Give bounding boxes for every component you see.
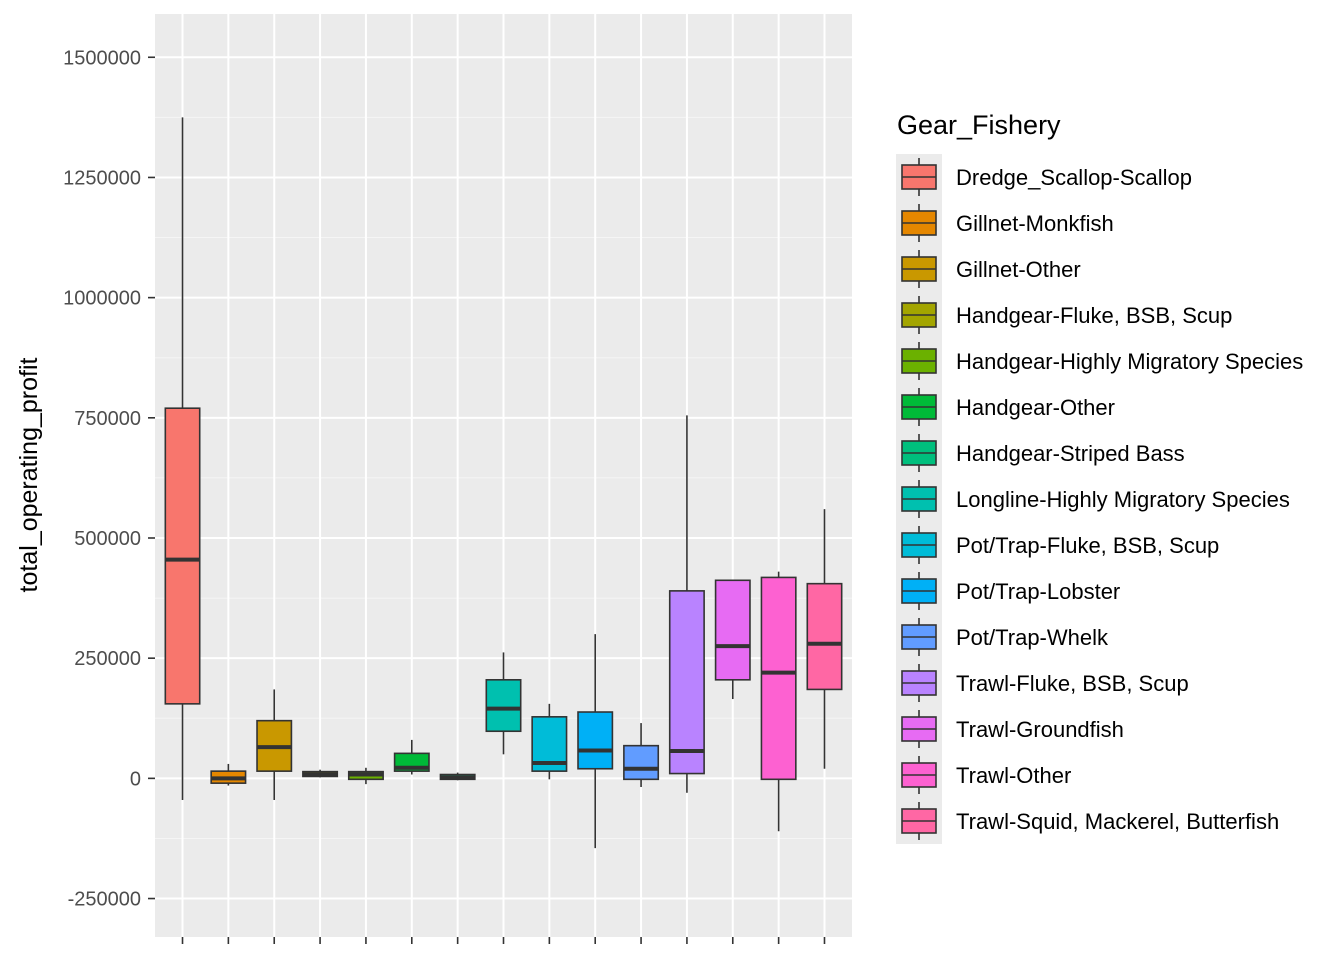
box-1 [164, 117, 201, 800]
box-13 [714, 579, 751, 700]
box-15 [806, 509, 843, 769]
legend-label: Handgear-Highly Migratory Species [956, 349, 1303, 374]
legend-label: Trawl-Fluke, BSB, Scup [956, 671, 1189, 696]
legend-label: Trawl-Other [956, 763, 1071, 788]
box-11 [623, 723, 660, 788]
legend-label: Gillnet-Monkfish [956, 211, 1114, 236]
legend-label: Trawl-Squid, Mackerel, Butterfish [956, 809, 1279, 834]
legend-label: Pot/Trap-Lobster [956, 579, 1120, 604]
y-tick-label: 500000 [74, 528, 141, 550]
y-axis: -250000 0 250000 500000 750000 1000000 1250000… [63, 47, 826, 944]
legend-item: Pot/Trap-Fluke, BSB, Scup [901, 526, 1219, 564]
legend-item: Handgear-Highly Migratory Species [901, 342, 1303, 380]
legend-item: Dredge_Scallop-Scallop [901, 158, 1192, 196]
legend-item: Handgear-Striped Bass [901, 434, 1185, 472]
box-10 [577, 634, 614, 849]
legend-title: Gear_Fishery [897, 110, 1061, 140]
y-tick-label: 750000 [74, 408, 141, 430]
legend-items: Dredge_Scallop-Scallop Gillnet-Monkfish Gi… [901, 158, 1303, 840]
legend-label: Dredge_Scallop-Scallop [956, 165, 1192, 190]
box-7 [439, 772, 476, 781]
boxes [164, 117, 843, 849]
legend-item: Trawl-Groundfish [901, 710, 1124, 748]
box-iqr [714, 579, 751, 681]
box-iqr [760, 576, 797, 781]
box-6 [393, 739, 430, 775]
legend-item: Handgear-Other [901, 388, 1115, 426]
y-tick-label: 0 [130, 768, 141, 790]
legend-label: Handgear-Striped Bass [956, 441, 1185, 466]
y-tick-label: 1500000 [63, 47, 141, 69]
legend-item: Trawl-Squid, Mackerel, Butterfish [901, 802, 1279, 840]
box-iqr [668, 590, 705, 775]
box-iqr [806, 582, 843, 691]
box-iqr [577, 711, 614, 770]
box-9 [531, 703, 568, 780]
box-8 [485, 652, 522, 755]
legend-label: Trawl-Groundfish [956, 717, 1124, 742]
box-iqr [623, 744, 660, 781]
y-tick-label: -250000 [68, 889, 141, 911]
legend-label: Pot/Trap-Fluke, BSB, Scup [956, 533, 1219, 558]
legend-item: Trawl-Fluke, BSB, Scup [901, 664, 1189, 702]
legend-label: Handgear-Fluke, BSB, Scup [956, 303, 1232, 328]
box-12 [668, 415, 705, 793]
box-iqr [164, 407, 201, 705]
y-tick-label: 1000000 [63, 288, 141, 310]
y-tick-label: 1250000 [63, 167, 141, 189]
y-axis-label: total_operating_profit [15, 358, 43, 593]
box-3 [256, 689, 293, 800]
legend-item: Gillnet-Other [901, 250, 1081, 288]
legend-item: Longline-Highly Migratory Species [901, 480, 1290, 518]
box-iqr [485, 679, 522, 733]
legend-label: Longline-Highly Migratory Species [956, 487, 1290, 512]
box-14 [760, 571, 797, 832]
legend-label: Pot/Trap-Whelk [956, 625, 1109, 650]
legend-item: Trawl-Other [901, 756, 1071, 794]
legend-label: Handgear-Other [956, 395, 1115, 420]
box-4 [302, 769, 339, 778]
box-2 [210, 763, 247, 786]
box-5 [347, 767, 384, 785]
y-tick-label: 250000 [74, 648, 141, 670]
legend-item: Pot/Trap-Whelk [901, 618, 1109, 656]
legend-item: Handgear-Fluke, BSB, Scup [901, 296, 1232, 334]
legend-item: Gillnet-Monkfish [901, 204, 1114, 242]
legend-label: Gillnet-Other [956, 257, 1081, 282]
legend-item: Pot/Trap-Lobster [901, 572, 1120, 610]
legend: Gear_Fishery Dredge_Scallop-Scallop Gilln… [896, 110, 1303, 844]
